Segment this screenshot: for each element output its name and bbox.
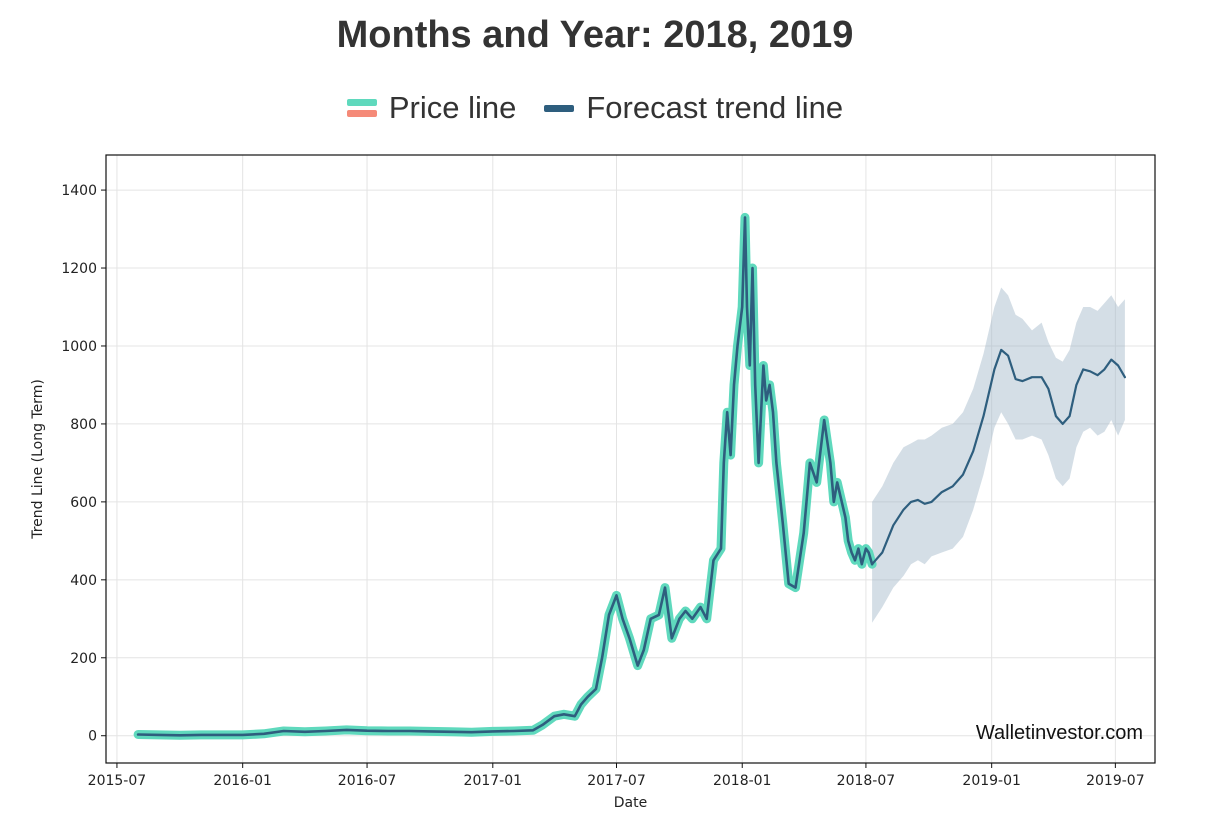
plot-frame — [105, 154, 1156, 764]
legend-label-price-line: Price line — [388, 90, 517, 125]
series-layer — [133, 212, 1126, 740]
price-line-inner-trend — [136, 216, 874, 737]
chart-legend: Price line Forecast trend line — [0, 90, 1190, 126]
y-axis-ticks: 0 200 400 600 800 1000 1200 1400 — [61, 183, 106, 745]
legend-item-price-line[interactable]: Price line — [346, 90, 517, 126]
x-tick-label: 2017-07 — [587, 773, 646, 789]
x-tick-label: 2016-07 — [338, 773, 397, 789]
x-tick-label: 2019-07 — [1086, 773, 1145, 789]
y-tick-label: 1000 — [61, 339, 97, 355]
y-tick-label: 800 — [70, 417, 97, 433]
x-tick-label: 2018-01 — [713, 773, 772, 789]
price-line-swatch-salmon — [346, 110, 377, 117]
price-line-swatch-teal — [346, 99, 377, 106]
x-tick-label: 2019-01 — [962, 773, 1021, 789]
y-tick-label: 200 — [70, 651, 97, 667]
forecast-trend-line — [871, 348, 1126, 566]
y-tick-label: 1400 — [61, 183, 97, 199]
confidence-band — [872, 287, 1125, 623]
y-tick-label: 1200 — [61, 261, 97, 277]
x-axis-ticks: 2015-07 2016-01 2016-07 2017-01 2017-07 2018-… — [88, 763, 1145, 789]
grid — [106, 155, 1155, 763]
chart-title: Months and Year: 2018, 2019 — [336, 14, 854, 56]
x-tick-label: 2018-07 — [837, 773, 896, 789]
y-tick-label: 0 — [88, 729, 97, 745]
y-tick-label: 600 — [70, 495, 97, 511]
x-axis-label: Date — [614, 795, 647, 811]
x-tick-label: 2015-07 — [88, 773, 147, 789]
price-line-swatch — [346, 97, 377, 119]
x-tick-label: 2017-01 — [464, 773, 523, 789]
y-tick-label: 400 — [70, 573, 97, 589]
y-axis-label: Trend Line (Long Term) — [30, 379, 46, 540]
forecast-line-swatch — [544, 104, 575, 112]
x-tick-label: 2016-01 — [213, 773, 272, 789]
confidence-band-layer — [872, 287, 1125, 623]
legend-label-forecast-trend-line: Forecast trend line — [586, 90, 844, 125]
legend-item-forecast-trend-line[interactable]: Forecast trend line — [544, 90, 843, 126]
watermark-text: Walletinvestor.com — [976, 722, 1143, 744]
